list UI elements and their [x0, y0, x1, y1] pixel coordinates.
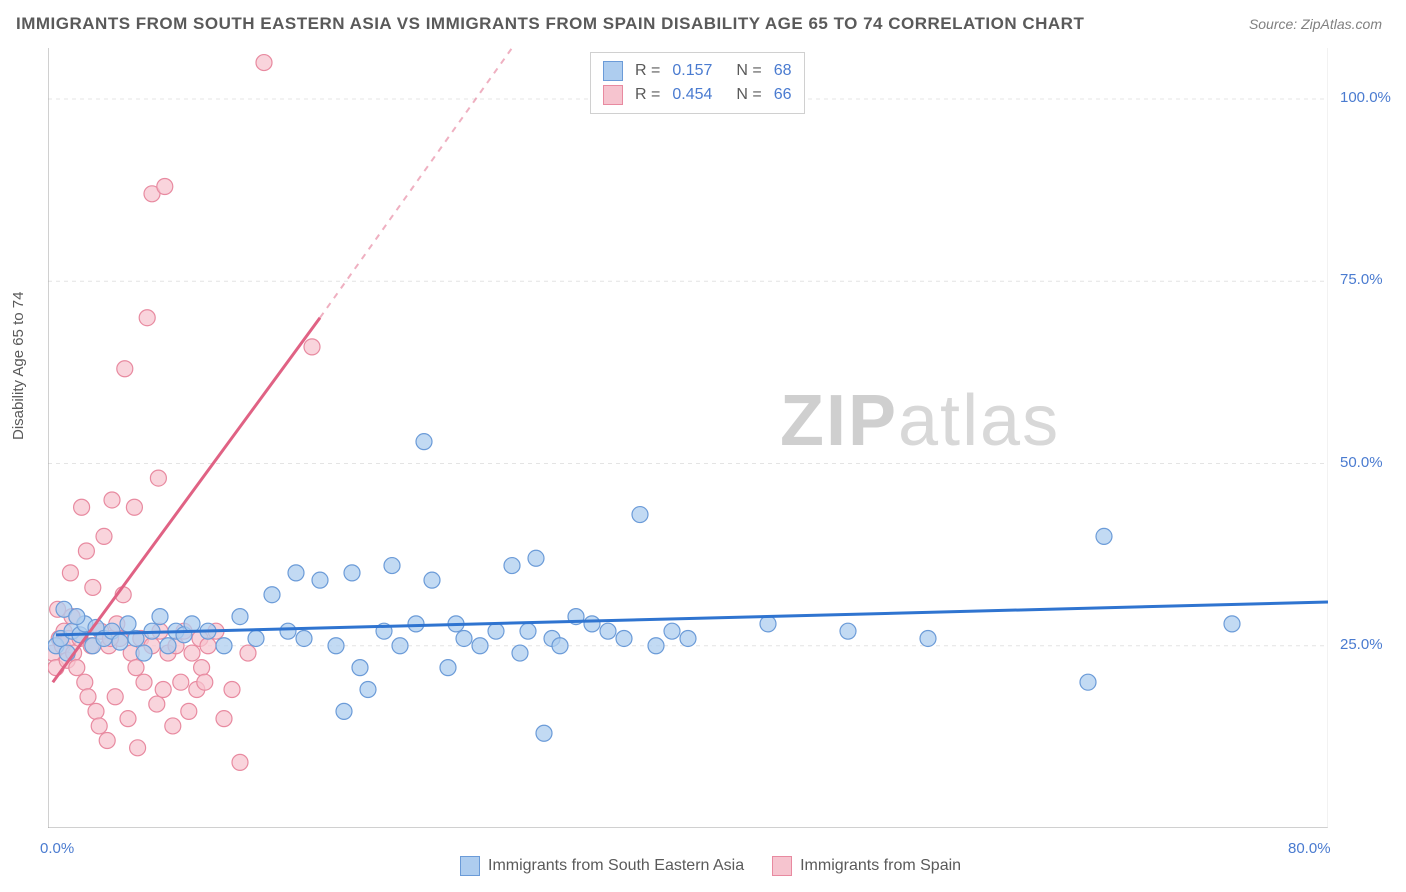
r-label-b: R =: [635, 83, 660, 107]
source-label: Source: ZipAtlas.com: [1249, 16, 1382, 32]
stats-legend: R = 0.157 N = 68 R = 0.454 N = 66: [590, 52, 805, 114]
stats-row-series-b: R = 0.454 N = 66: [603, 83, 792, 107]
legend-swatch-a: [460, 856, 480, 876]
legend-label-a: Immigrants from South Eastern Asia: [488, 857, 744, 875]
stats-row-series-a: R = 0.157 N = 68: [603, 59, 792, 83]
swatch-series-b: [603, 85, 623, 105]
swatch-series-a: [603, 61, 623, 81]
legend-item-b: Immigrants from Spain: [772, 856, 961, 876]
y-tick-label: 75.0%: [1340, 271, 1383, 288]
chart-title: IMMIGRANTS FROM SOUTH EASTERN ASIA VS IM…: [16, 14, 1084, 34]
y-tick-label: 25.0%: [1340, 636, 1383, 653]
n-value-b: 66: [774, 83, 792, 107]
x-tick-label: 80.0%: [1288, 840, 1331, 857]
n-label-b: N =: [736, 83, 761, 107]
r-value-a: 0.157: [672, 59, 712, 83]
chart-container: IMMIGRANTS FROM SOUTH EASTERN ASIA VS IM…: [0, 0, 1406, 892]
legend-item-a: Immigrants from South Eastern Asia: [460, 856, 744, 876]
n-label-a: N =: [736, 59, 761, 83]
y-tick-label: 100.0%: [1340, 89, 1391, 106]
r-value-b: 0.454: [672, 83, 712, 107]
y-axis-label: Disability Age 65 to 74: [10, 292, 27, 440]
legend-label-b: Immigrants from Spain: [800, 857, 961, 875]
legend-swatch-b: [772, 856, 792, 876]
r-label-a: R =: [635, 59, 660, 83]
scatter-plot: [48, 48, 1328, 828]
n-value-a: 68: [774, 59, 792, 83]
y-tick-label: 50.0%: [1340, 454, 1383, 471]
series-legend: Immigrants from South Eastern Asia Immig…: [460, 856, 961, 876]
x-tick-label: 0.0%: [40, 840, 74, 857]
